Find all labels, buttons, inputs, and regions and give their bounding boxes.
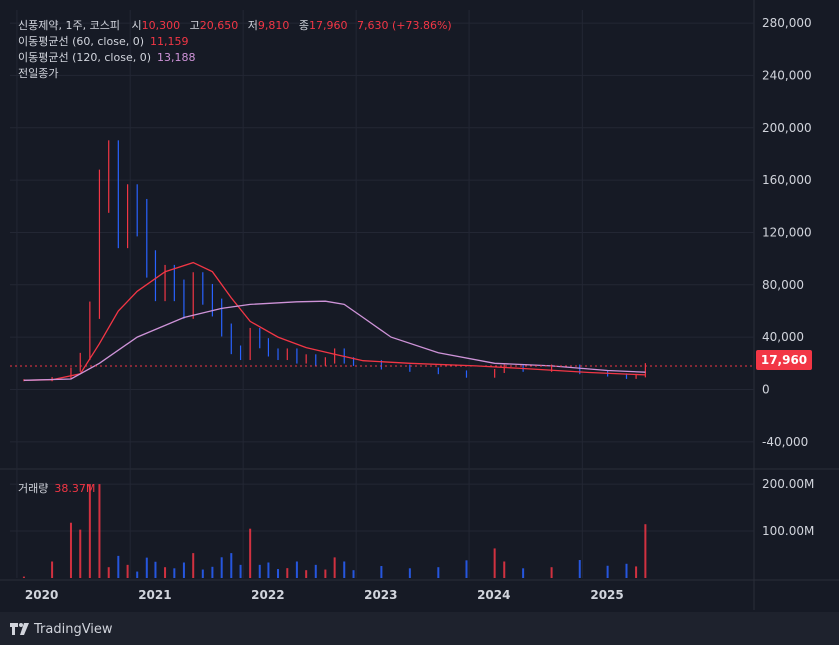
volume-bar [201, 569, 204, 578]
volume-bar [136, 571, 139, 578]
open-label: 시 [131, 19, 142, 32]
volume-bar [258, 564, 261, 578]
volume-bar [267, 562, 270, 578]
x-tick-label: 2025 [590, 588, 623, 602]
y-tick-label: 40,000 [762, 330, 804, 344]
volume-bar [295, 561, 298, 578]
volume-bar [503, 561, 506, 578]
volume-bar [211, 566, 214, 578]
volume-label: 거래량 [18, 482, 49, 495]
x-tick-label: 2023 [364, 588, 397, 602]
ma60-value: 11,159 [150, 35, 189, 48]
y-tick-label: -40,000 [762, 435, 808, 449]
y-tick-label: 0 [762, 382, 770, 396]
y-tick-label: 280,000 [762, 16, 812, 30]
ma60-label: 이동평균선 (60, close, 0) [18, 35, 144, 48]
volume-bar [644, 524, 647, 578]
volume-bar [230, 553, 233, 578]
volume-bar [173, 568, 176, 578]
prev-close-row[interactable]: 전일종가 [18, 66, 452, 82]
ma120-row[interactable]: 이동평균선 (120, close, 0) 13,188 [18, 50, 452, 66]
x-tick-label: 2024 [477, 588, 510, 602]
volume-bar [88, 484, 91, 578]
ohlc-row: 신풍제약, 1주, 코스피 시10,300 고20,650 저9,810 종17… [18, 18, 452, 34]
volume-bar [239, 564, 242, 578]
volume-bar [79, 529, 82, 578]
volume-bar [493, 548, 496, 578]
volume-bar [437, 567, 440, 578]
volume-bar [22, 576, 25, 578]
ma120-line [23, 300, 646, 381]
volume-bar [352, 570, 355, 578]
volume-bar [550, 567, 553, 578]
y-tick-label: 80,000 [762, 278, 804, 292]
symbol-label[interactable]: 신풍제약, 1주, 코스피 [18, 19, 120, 32]
x-tick-label: 2021 [138, 588, 171, 602]
footer: TradingView [10, 619, 113, 639]
volume-bar [286, 568, 289, 578]
volume-bar [107, 567, 110, 578]
low-label: 저 [247, 19, 258, 32]
volume-bar [314, 564, 317, 578]
y-tick-label: 240,000 [762, 68, 812, 82]
volume-bar [635, 566, 638, 578]
volume-bar [324, 569, 327, 578]
volume-bar [277, 569, 280, 578]
tradingview-logo-icon[interactable] [10, 622, 30, 636]
volume-value: 38.37M [54, 482, 96, 495]
chart-legend: 신풍제약, 1주, 코스피 시10,300 고20,650 저9,810 종17… [18, 18, 452, 82]
volume-bar [249, 528, 252, 578]
y-tick-label: 120,000 [762, 225, 812, 239]
volume-bar [606, 565, 609, 578]
volume-bar [465, 560, 468, 578]
volume-bar [164, 567, 167, 578]
close-value: 17,960 [308, 19, 348, 32]
volume-bar [578, 560, 581, 578]
volume-bar [625, 563, 628, 578]
tradingview-brand[interactable]: TradingView [34, 621, 113, 637]
ma120-value: 13,188 [157, 51, 196, 64]
volume-tick-label: 200.00M [762, 477, 814, 491]
volume-bar [343, 561, 346, 578]
volume-bar [117, 555, 120, 578]
x-tick-label: 2020 [25, 588, 58, 602]
prev-close-label: 전일종가 [18, 67, 59, 80]
volume-bar [380, 566, 383, 578]
volume-bar [98, 484, 101, 578]
volume-tick-label: 100.00M [762, 524, 814, 538]
high-label: 고 [189, 19, 200, 32]
close-label: 종 [298, 19, 309, 32]
chart-area[interactable]: 280,000 240,000 200,000 160,000 120,000 80,00… [0, 0, 839, 612]
volume-bar [333, 557, 336, 578]
volume-bar [522, 568, 525, 578]
volume-bar [145, 557, 148, 578]
x-tick-label: 2022 [251, 588, 284, 602]
change-value: 7,630 (+73.86%) [356, 19, 452, 32]
ma120-label: 이동평균선 (120, close, 0) [18, 51, 151, 64]
last-price-tag: 17,960 [756, 350, 812, 370]
volume-bar [408, 568, 411, 578]
volume-bar [182, 562, 185, 578]
volume-bar [126, 564, 129, 578]
y-tick-label: 160,000 [762, 173, 812, 187]
volume-bar [154, 561, 157, 578]
volume-bar [69, 522, 72, 578]
ma60-line [23, 261, 646, 381]
y-tick-label: 200,000 [762, 121, 812, 135]
volume-bar [51, 561, 54, 578]
price-chart[interactable]: 280,000 240,000 200,000 160,000 120,000 80,00… [0, 0, 839, 612]
volume-bar [305, 570, 308, 578]
volume-bar [220, 557, 223, 578]
ma60-row[interactable]: 이동평균선 (60, close, 0) 11,159 [18, 34, 452, 50]
open-value: 10,300 [141, 19, 181, 32]
volume-bar [192, 553, 195, 578]
volume-legend[interactable]: 거래량 38.37M [18, 480, 95, 496]
high-value: 20,650 [199, 19, 239, 32]
low-value: 9,810 [257, 19, 290, 32]
